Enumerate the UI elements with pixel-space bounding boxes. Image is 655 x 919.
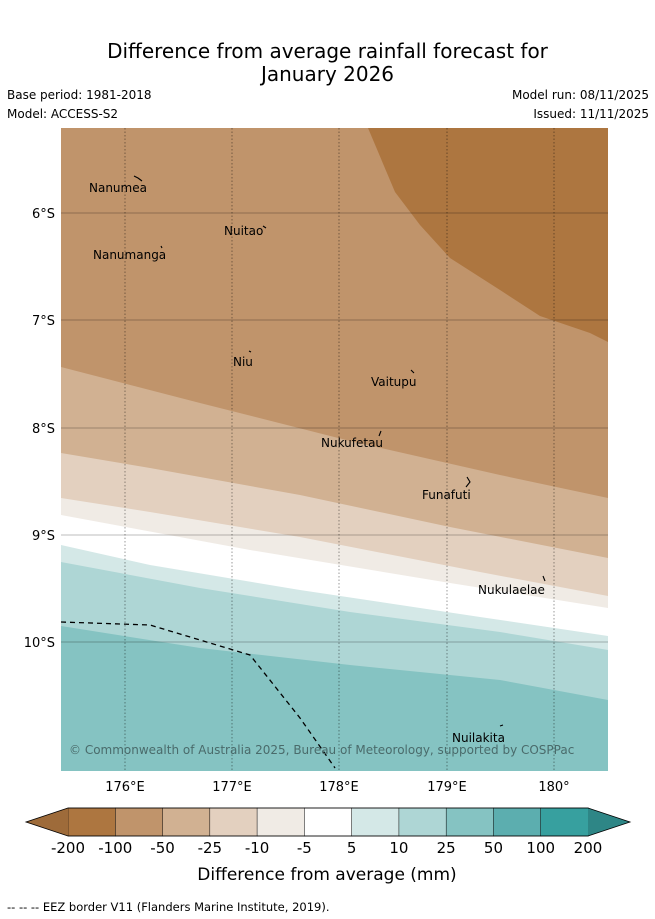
longitude-gridlines [124,128,555,771]
island-nanumea [133,175,143,182]
colorbar-tick-labels: -200 -100 -50 -25 -10 -5 5 10 25 50 100 200 [51,839,602,857]
colorbar-tick-label: -10 [245,839,270,857]
colorbar-tick-label: -200 [51,839,85,857]
colorbar-legend: -200 -100 -50 -25 -10 -5 5 10 25 50 100 200 Differe… [24,807,632,885]
latitude-labels: 6°S 7°S 8°S 9°S 10°S [24,207,55,651]
place-nukufetau: Nukufetau [321,436,383,450]
lat-label-7s: 7°S [32,314,55,329]
colorbar-swatch [162,807,211,837]
colorbar-tick-label: -50 [150,839,175,857]
place-nanumanga: Nanumanga [93,248,166,262]
colorbar-swatches [67,807,589,837]
place-nanumea: Nanumea [89,181,147,195]
island-vaitupu [410,369,415,374]
colorbar-tick-label: 50 [484,839,503,857]
colorbar-tick-label: 10 [389,839,408,857]
model-name: Model: ACCESS-S2 [7,107,119,121]
lon-label-176e: 176°E [105,780,145,795]
island-nanumanga [160,245,163,249]
island-nukufetau [378,430,382,437]
issued-date: Issued: 11/11/2025 [533,107,649,121]
chart-title: Difference from average rainfall forecas… [0,40,655,86]
copyright-notice: © Commonwealth of Australia 2025, Bureau… [69,743,574,757]
island-nuitao [262,225,267,229]
colorbar-swatch [445,807,495,837]
colorbar-tick-label: 25 [437,839,456,857]
colorbar-swatch [351,807,400,837]
island-funafuti [465,476,471,488]
band-minus100-minus200 [368,128,608,342]
lat-label-6s: 6°S [32,207,55,222]
place-nuilakita: Nuilakita [452,731,505,745]
colorbar-label: Difference from average (mm) [197,865,456,885]
colorbar-swatch [115,807,164,837]
rainfall-map: Nanumea Nuitao Nanumanga Niu Vaitupu Nuk… [24,128,632,885]
place-vaitupu: Vaitupu [371,375,417,389]
latitude-gridlines [61,212,608,643]
place-nukulaelae: Nukulaelae [478,583,545,597]
island-nuilakita [499,724,504,727]
title-line-1: Difference from average rainfall forecas… [107,39,548,63]
colorbar-swatch [540,807,589,837]
island-nukulaelae [542,575,546,582]
colorbar-under-arrow [26,808,68,836]
eez-border-line [61,621,336,769]
lon-label-180: 180° [538,780,569,795]
colorbar-swatch [493,807,542,837]
colorbar-tick-label: -5 [297,839,312,857]
colorbar-swatch [304,807,353,837]
colorbar-tick-label: 100 [526,839,555,857]
lat-label-10s: 10°S [24,636,55,651]
model-run: Model run: 08/11/2025 [511,88,649,102]
lat-label-8s: 8°S [32,422,55,437]
title-line-2: January 2026 [260,62,395,86]
colorbar-swatch [256,807,306,837]
colorbar-outline [24,807,632,837]
colorbar-tick-label: 5 [347,839,357,857]
colorbar-tick-label: -25 [198,839,223,857]
lat-label-9s: 9°S [32,529,55,544]
eez-footer-note: -- -- -- EEZ border V11 (Flanders Marine… [7,900,330,914]
place-labels: Nanumea Nuitao Nanumanga Niu Vaitupu Nuk… [89,181,545,745]
base-period: Base period: 1981-2018 [7,88,152,102]
longitude-labels: 176°E 177°E 178°E 179°E 180° [105,780,569,795]
lon-label-178e: 178°E [319,780,359,795]
place-nuitao: Nuitao [224,224,263,238]
island-niu [248,350,252,353]
colorbar-swatch [398,807,447,837]
island-outlines [133,175,546,727]
colorbar-swatch [67,807,117,837]
lon-label-177e: 177°E [212,780,252,795]
colorbar-tick-label: 200 [574,839,603,857]
place-niu: Niu [233,355,253,369]
colorbar-over-arrow [588,808,630,836]
colorbar-swatch [209,807,258,837]
colorbar-tick-label: -100 [98,839,132,857]
lon-label-179e: 179°E [427,780,467,795]
place-funafuti: Funafuti [422,488,471,502]
